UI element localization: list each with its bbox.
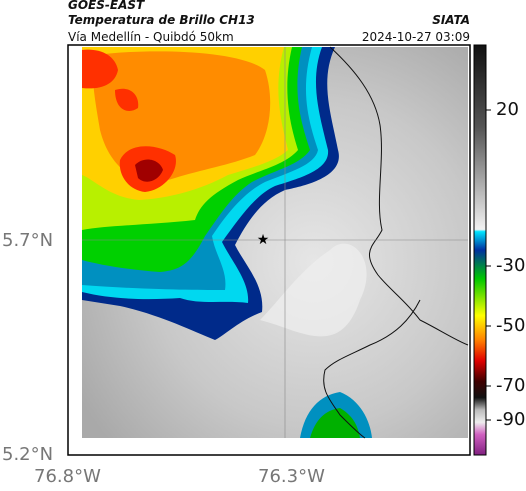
source: SIATA [432,13,470,27]
borders [323,46,469,439]
colorbar-ticks [486,109,491,421]
region: Vía Medellín - Quibdó 50km [68,30,234,44]
colorbar-label: -90 [496,409,526,430]
colorbar [473,44,487,456]
colorbar-label: 20 [496,99,519,120]
subtitle: Temperatura de Brillo CH13 [68,13,255,27]
colorbar-label: -70 [496,375,526,396]
lon-label: 76.8°W [34,466,101,487]
colorbar-label: -50 [496,315,526,336]
lon-label: 76.3°W [258,466,325,487]
lat-label: 5.7°N [2,230,54,251]
warm-patch [260,243,367,337]
timestamp: 2024-10-27 03:09 [361,30,470,44]
cloud-contours [82,47,372,438]
lat-label: 5.2°N [2,444,54,465]
location-marker: ★ [257,232,270,248]
colorbar-label: -30 [496,255,526,276]
title: GOES-EAST [68,0,145,12]
